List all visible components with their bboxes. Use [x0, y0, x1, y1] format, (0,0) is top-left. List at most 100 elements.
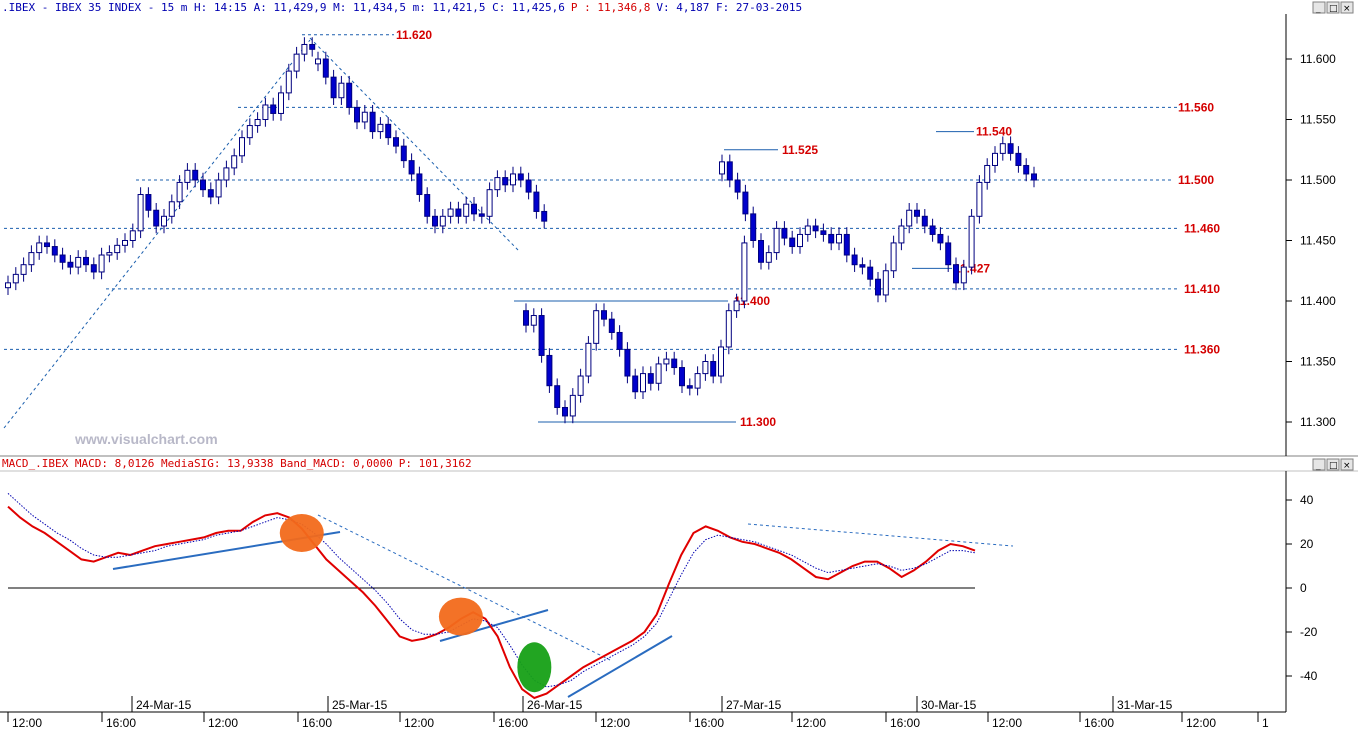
date-tick-label: 25-Mar-15	[332, 698, 388, 712]
signal-line	[7, 493, 976, 688]
candle-body	[797, 233, 803, 248]
candle-body	[168, 201, 175, 217]
candle-body	[875, 278, 881, 296]
candle-body	[733, 300, 740, 312]
candle-body	[455, 208, 462, 217]
candle-body	[554, 385, 561, 408]
candle-body	[447, 208, 454, 217]
close-button[interactable]	[1340, 1, 1354, 14]
downtrend-line	[309, 37, 521, 253]
macd-lines	[7, 493, 976, 700]
candle-body	[523, 310, 529, 326]
candle-body	[937, 233, 944, 244]
minimize-button[interactable]	[1312, 1, 1326, 14]
candle-body	[246, 125, 253, 139]
x-tick-label: 16:00	[106, 716, 136, 730]
candle-body	[254, 119, 261, 127]
candle-body	[836, 233, 842, 244]
level-label: 11.620	[396, 28, 432, 42]
macd-line	[7, 505, 976, 700]
macd-header: MACD_.IBEX MACD: 8,0126 MediaSIG: 13,933…	[2, 457, 472, 470]
price-panel-window-buttons[interactable]: _ □ ×	[1312, 1, 1354, 14]
price-tick-label: 11.550	[1300, 113, 1336, 127]
candle-body	[369, 111, 376, 133]
level-label: 11.460	[1184, 221, 1220, 235]
candle-body	[184, 169, 191, 183]
candle-body	[616, 331, 623, 350]
date-tick-label: 30-Mar-15	[921, 698, 977, 712]
candle-body	[51, 246, 58, 256]
candle-body	[781, 227, 788, 239]
macd-tick-label: 20	[1300, 537, 1314, 551]
candle-body	[741, 242, 748, 302]
maximize-button[interactable]	[1326, 1, 1340, 14]
candle-body	[439, 215, 446, 227]
macd-maximize-button[interactable]	[1326, 458, 1340, 471]
candle-body	[789, 237, 796, 248]
candle-body	[671, 358, 678, 369]
macd-panel-window-buttons[interactable]: _ □ ×	[1312, 458, 1354, 471]
candle-body	[843, 233, 850, 256]
candle-body	[223, 167, 230, 181]
x-tick-label: 1	[1262, 716, 1269, 730]
level-label: 11.360	[1184, 342, 1220, 356]
macd-close-button[interactable]	[1340, 458, 1354, 471]
candle-body	[820, 230, 827, 235]
macd-minimize-button[interactable]	[1312, 458, 1326, 471]
price-tick-label: 11.300	[1300, 415, 1336, 429]
candle-body	[694, 373, 701, 389]
macd-top-dashed	[747, 523, 1014, 547]
candle-body	[929, 225, 936, 235]
macd-markers	[279, 514, 552, 693]
candle-body	[44, 242, 50, 248]
x-tick-label: 12:00	[1186, 716, 1216, 730]
candle-body	[346, 82, 353, 108]
candle-body	[285, 70, 292, 94]
candle-body	[517, 173, 524, 181]
candle-body	[207, 189, 214, 198]
price-tick-label: 11.400	[1300, 294, 1336, 308]
candle-body	[719, 161, 725, 175]
candle-body	[122, 240, 128, 246]
candle-body	[28, 252, 35, 266]
candle-body	[75, 256, 82, 268]
x-tick-label: 16:00	[1084, 716, 1114, 730]
candle-body	[176, 181, 183, 203]
candle-body	[5, 282, 11, 289]
macd-tick-label: 40	[1300, 493, 1314, 507]
candle-body	[992, 152, 998, 166]
price-tick-label: 11.350	[1300, 355, 1336, 369]
candle-body	[90, 264, 97, 273]
candle-body	[432, 215, 438, 227]
candle-body	[1015, 152, 1022, 166]
candle-body	[718, 346, 724, 377]
candle-body	[129, 230, 136, 242]
candle-body	[679, 367, 685, 387]
candle-body	[640, 373, 646, 393]
candle-body	[750, 213, 757, 242]
candle-body	[765, 252, 772, 263]
candle-body	[530, 315, 537, 326]
candle-body	[471, 203, 477, 215]
candle-body	[859, 264, 866, 268]
candle-body	[215, 179, 222, 198]
candle-body	[338, 82, 345, 99]
candle-body	[1031, 173, 1037, 181]
candle-body	[486, 189, 493, 217]
macd-tick-label: 0	[1300, 581, 1307, 595]
x-tick-label: 16:00	[694, 716, 724, 730]
candle-body	[322, 58, 329, 78]
candle-body	[83, 256, 89, 266]
close-icon: ×	[1343, 4, 1351, 14]
candle-body	[525, 179, 532, 193]
price-tick-label: 11.500	[1300, 173, 1336, 187]
candle-body	[114, 244, 121, 254]
candle-body	[562, 406, 568, 417]
level-label: 11.300	[740, 415, 776, 429]
candle-body	[192, 169, 199, 181]
candle-body	[309, 43, 316, 50]
candle-body	[914, 209, 920, 217]
candle-body	[702, 361, 709, 375]
candle-body	[710, 361, 717, 377]
